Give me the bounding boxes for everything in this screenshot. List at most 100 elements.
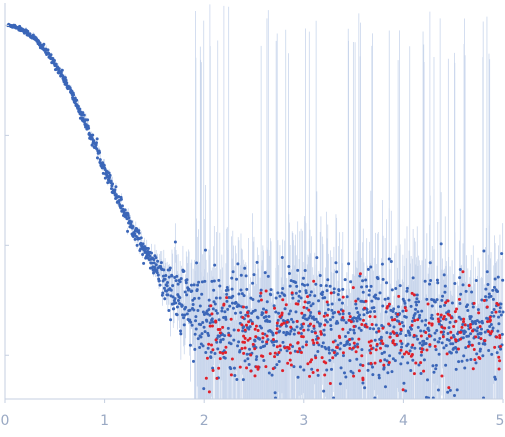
data-point	[428, 282, 432, 286]
negative-data-point	[352, 341, 356, 345]
data-point	[274, 296, 278, 300]
negative-data-point	[369, 339, 373, 343]
negative-data-point	[328, 382, 332, 386]
data-point	[313, 294, 317, 298]
data-point	[72, 93, 76, 97]
negative-data-point	[393, 318, 397, 322]
data-point	[371, 373, 375, 377]
negative-data-point	[399, 348, 403, 352]
data-point	[406, 342, 410, 346]
negative-data-point	[264, 289, 268, 293]
data-point	[487, 292, 491, 296]
data-point	[348, 359, 352, 363]
data-point	[440, 341, 444, 345]
data-point	[111, 182, 115, 186]
data-point	[223, 356, 227, 360]
data-point	[316, 350, 320, 354]
data-point	[490, 352, 494, 356]
data-point	[245, 352, 249, 356]
data-point	[259, 326, 263, 330]
data-point	[438, 305, 442, 309]
data-point	[373, 338, 377, 342]
data-point	[429, 279, 433, 283]
data-point	[173, 240, 177, 244]
data-point	[354, 302, 358, 306]
data-point	[409, 304, 413, 308]
negative-data-point	[471, 367, 475, 371]
data-point	[378, 291, 382, 295]
data-point	[492, 285, 496, 289]
data-point	[443, 290, 447, 294]
negative-data-point	[256, 328, 260, 332]
data-point	[183, 313, 187, 317]
data-point	[190, 323, 194, 327]
data-point	[95, 137, 99, 141]
data-point	[447, 338, 451, 342]
data-point	[414, 307, 418, 311]
data-point	[477, 320, 481, 324]
negative-data-point	[280, 311, 284, 315]
data-point	[81, 111, 85, 115]
negative-data-point	[478, 325, 482, 329]
negative-data-point	[246, 314, 250, 318]
data-point	[251, 281, 255, 285]
data-point	[383, 358, 387, 362]
data-point	[317, 299, 321, 303]
data-point	[225, 299, 229, 303]
data-point	[150, 261, 154, 265]
negative-data-point	[271, 367, 275, 371]
data-point	[133, 237, 137, 241]
negative-data-point	[221, 351, 225, 355]
data-point	[293, 328, 297, 332]
data-point	[444, 363, 448, 367]
data-point	[167, 308, 171, 312]
data-point	[295, 325, 299, 329]
data-point	[349, 280, 353, 284]
negative-data-point	[300, 335, 304, 339]
data-point	[303, 283, 307, 287]
data-point	[464, 346, 468, 350]
data-point	[288, 332, 292, 336]
negative-data-point	[319, 330, 323, 334]
negative-data-point	[404, 350, 408, 354]
data-point	[355, 342, 359, 346]
negative-data-point	[347, 318, 351, 322]
data-point	[419, 372, 423, 376]
data-point	[382, 350, 386, 354]
negative-data-point	[352, 324, 356, 328]
data-point	[501, 310, 505, 314]
negative-data-point	[410, 352, 414, 356]
data-point	[337, 289, 341, 293]
negative-data-point	[442, 315, 446, 318]
negative-data-point	[391, 318, 394, 322]
data-point	[373, 309, 377, 313]
data-point	[331, 348, 335, 352]
data-point	[301, 345, 305, 349]
data-point	[266, 274, 270, 278]
data-point	[311, 315, 315, 319]
data-point	[299, 296, 303, 300]
data-point	[348, 328, 352, 332]
data-point	[364, 278, 368, 282]
data-point	[192, 283, 196, 287]
data-point	[381, 277, 385, 281]
data-point	[57, 67, 61, 71]
negative-data-point	[412, 293, 416, 297]
data-point	[426, 326, 430, 330]
negative-data-point	[259, 291, 263, 295]
data-point	[282, 331, 286, 335]
data-point	[252, 273, 256, 277]
data-point	[185, 293, 189, 297]
data-point	[181, 313, 185, 317]
negative-data-point	[323, 373, 327, 377]
data-point	[178, 296, 182, 300]
data-point	[433, 331, 437, 335]
negative-data-point	[308, 374, 312, 378]
data-point	[65, 81, 69, 85]
data-point	[452, 335, 456, 339]
data-point	[114, 193, 118, 197]
data-point	[191, 303, 195, 307]
data-point	[218, 284, 222, 288]
data-point	[483, 342, 487, 346]
negative-data-point	[218, 357, 222, 361]
